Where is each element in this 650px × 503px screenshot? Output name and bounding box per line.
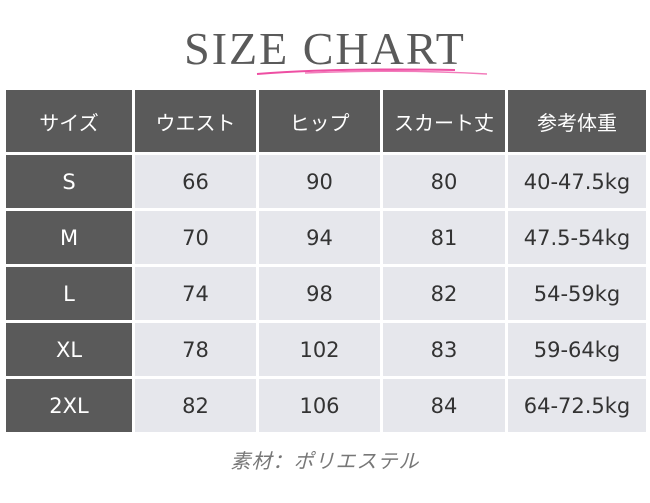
table-cell: 74	[135, 267, 256, 320]
table-cell: 83	[383, 323, 505, 376]
table-cell: 90	[259, 155, 380, 208]
table-cell: 81	[383, 211, 505, 264]
table-cell: 98	[259, 267, 380, 320]
table-cell: 94	[259, 211, 380, 264]
size-label: XL	[6, 323, 132, 376]
size-label: M	[6, 211, 132, 264]
table-cell: 82	[135, 379, 256, 432]
table-cell: 54-59kg	[508, 267, 646, 320]
size-label: 2XL	[6, 379, 132, 432]
table-cell: 40-47.5kg	[508, 155, 646, 208]
table-cell: 78	[135, 323, 256, 376]
column-header: 参考体重	[508, 90, 646, 152]
title-underline	[256, 68, 488, 75]
table-cell: 80	[383, 155, 505, 208]
page-title: SIZE CHART	[184, 23, 466, 74]
table-cell: 70	[135, 211, 256, 264]
table-cell: 47.5-54kg	[508, 211, 646, 264]
column-header: ウエスト	[135, 90, 256, 152]
table-cell: 82	[383, 267, 505, 320]
column-header: ヒップ	[259, 90, 380, 152]
table-cell: 84	[383, 379, 505, 432]
size-label: S	[6, 155, 132, 208]
table-cell: 102	[259, 323, 380, 376]
table-cell: 66	[135, 155, 256, 208]
column-header: スカート丈	[383, 90, 505, 152]
column-header: サイズ	[6, 90, 132, 152]
table-cell: 106	[259, 379, 380, 432]
size-table: サイズ ウエスト ヒップ スカート丈 参考体重 S 66 90 80 40-47.5kg M 70 94…	[6, 90, 646, 432]
material-note: 素材：ポリエステル	[230, 449, 420, 473]
size-label: L	[6, 267, 132, 320]
table-cell: 64-72.5kg	[508, 379, 646, 432]
table-cell: 59-64kg	[508, 323, 646, 376]
